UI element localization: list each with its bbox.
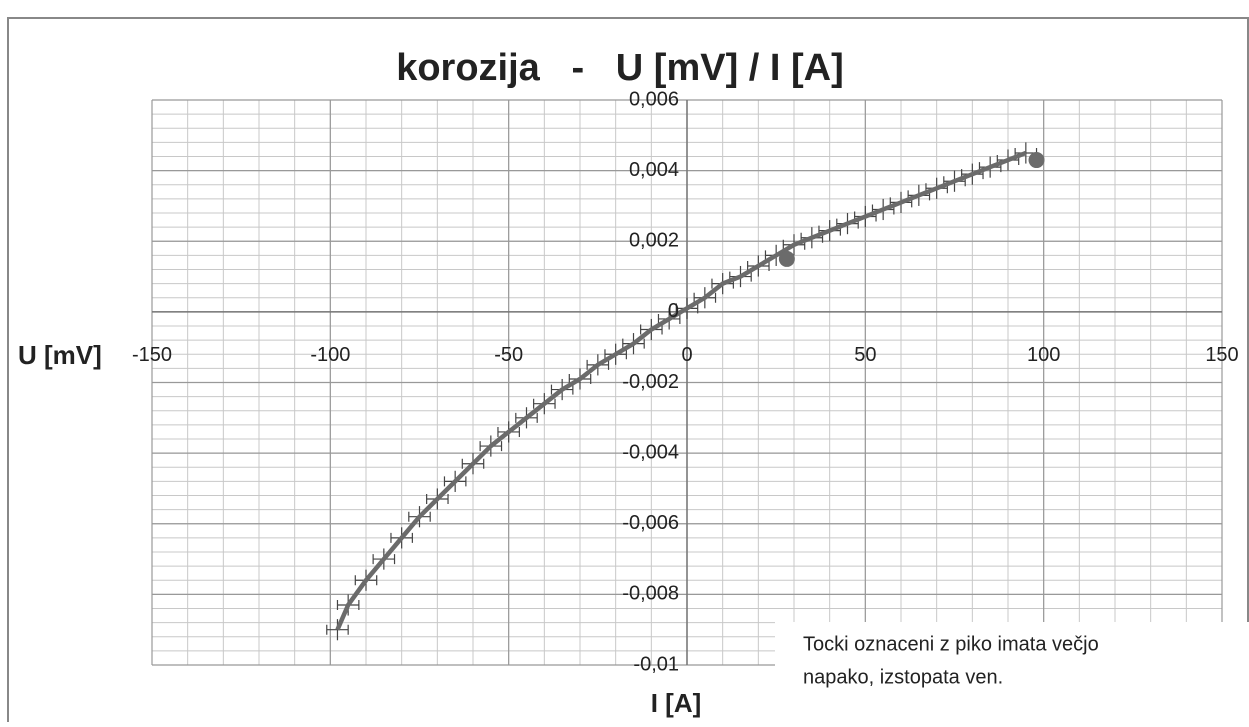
error-bar bbox=[326, 624, 349, 635]
x-tick-label: -50 bbox=[494, 344, 523, 366]
annotation-box bbox=[775, 622, 1249, 722]
y-tick-label: 0,002 bbox=[629, 230, 679, 252]
x-tick-label: 50 bbox=[854, 344, 876, 366]
y-tick-label: -0,01 bbox=[633, 653, 679, 675]
annotation: napako, izstopata ven. bbox=[803, 666, 1003, 688]
y-tick-label: 0,006 bbox=[629, 88, 679, 110]
y-tick-label: 0,004 bbox=[629, 159, 679, 181]
x-tick-label: -150 bbox=[132, 344, 172, 366]
y-tick-label: -0,008 bbox=[622, 583, 679, 605]
x-tick-label: -100 bbox=[310, 344, 350, 366]
point bbox=[1028, 152, 1045, 169]
marks bbox=[326, 142, 1045, 641]
x-tick-label: 150 bbox=[1205, 344, 1238, 366]
x-tick-label: 0 bbox=[681, 344, 692, 366]
data-line bbox=[335, 150, 1027, 631]
chart-title: korozija - U [mV] / I [A] bbox=[396, 47, 844, 89]
point bbox=[778, 250, 795, 267]
x-tick-label: 100 bbox=[1027, 344, 1060, 366]
y-tick-label: -0,006 bbox=[622, 512, 679, 534]
y-axis-label: U [mV] bbox=[18, 340, 102, 370]
annotation: Tocki oznaceni z piko imata večjo bbox=[803, 633, 1099, 655]
x-axis-label: I [A] bbox=[651, 688, 702, 718]
grid bbox=[151, 99, 1223, 666]
y-tick-label: -0,002 bbox=[622, 371, 679, 393]
y-tick-label: 0 bbox=[668, 300, 679, 322]
y-tick-label: -0,004 bbox=[622, 441, 679, 463]
